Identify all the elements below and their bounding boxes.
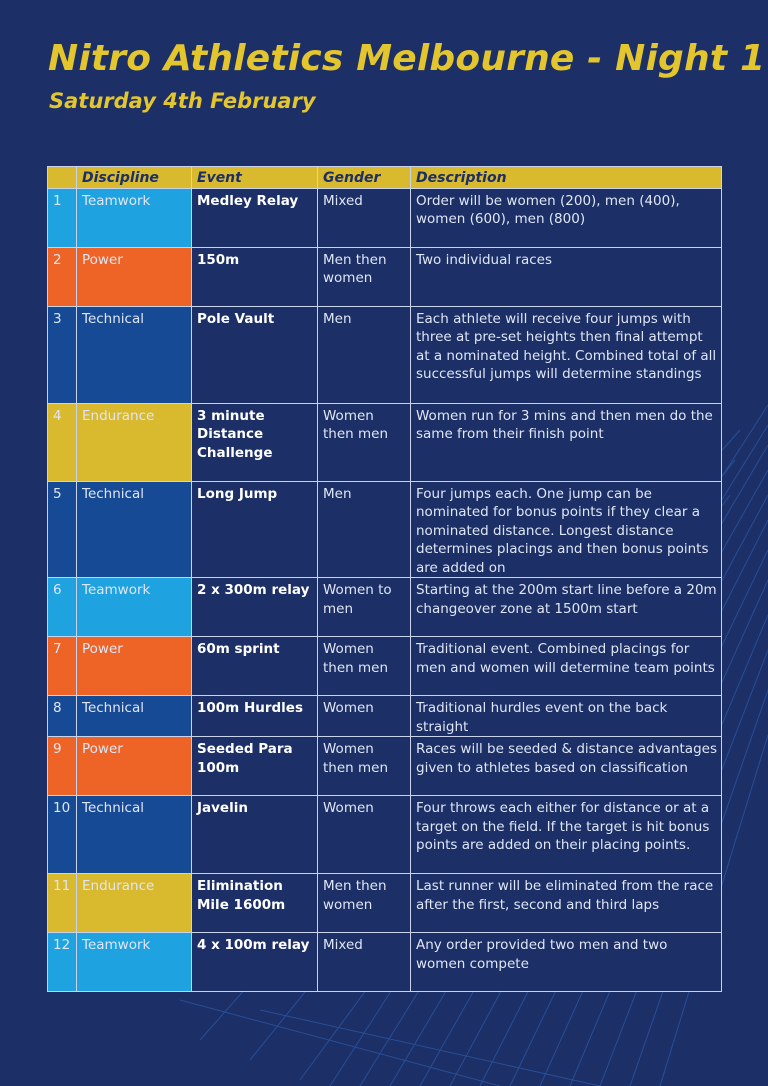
event-gender: Men: [317, 480, 411, 578]
table-row: 6 Teamwork 2 x 300m relay Women to men S…: [47, 577, 722, 637]
event-name: Seeded Para 100m: [191, 736, 318, 796]
table-row: 1 Teamwork Medley Relay Mixed Order will…: [47, 187, 722, 248]
table-row: 12 Teamwork 4 x 100m relay Mixed Any ord…: [47, 932, 722, 992]
event-gender: Women then men: [317, 736, 411, 796]
event-discipline: Teamwork: [76, 187, 192, 248]
table-row: 7 Power 60m sprint Women then men Tradit…: [47, 636, 722, 696]
event-number: 11: [47, 873, 77, 933]
table-row: 8 Technical 100m Hurdles Women Tradition…: [47, 695, 722, 737]
page-subtitle: Saturday 4th February: [49, 89, 316, 113]
event-gender: Women then men: [317, 402, 411, 482]
event-discipline: Teamwork: [76, 932, 192, 992]
event-discipline: Endurance: [76, 402, 192, 482]
column-header-description: Description: [410, 166, 722, 189]
column-header-number: [47, 166, 77, 189]
event-name: 3 minute Distance Challenge: [191, 402, 318, 482]
event-number: 2: [47, 246, 77, 307]
table-header-row: Discipline Event Gender Description: [47, 166, 722, 189]
event-name: 2 x 300m relay: [191, 577, 318, 637]
event-description: Each athlete will receive four jumps wit…: [410, 305, 722, 404]
column-header-event: Event: [191, 166, 318, 189]
event-name: Long Jump: [191, 480, 318, 578]
event-discipline: Technical: [76, 480, 192, 578]
event-discipline: Power: [76, 246, 192, 307]
event-description: Traditional event. Combined placings for…: [410, 636, 722, 696]
event-gender: Men then women: [317, 873, 411, 933]
event-number: 7: [47, 636, 77, 696]
event-gender: Women: [317, 795, 411, 874]
event-discipline: Technical: [76, 305, 192, 404]
event-gender: Men: [317, 305, 411, 404]
event-discipline: Technical: [76, 795, 192, 874]
column-header-discipline: Discipline: [76, 166, 192, 189]
event-gender: Women to men: [317, 577, 411, 637]
event-discipline: Teamwork: [76, 577, 192, 637]
event-description: Two individual races: [410, 246, 722, 307]
table-row: 3 Technical Pole Vault Men Each athlete …: [47, 305, 722, 404]
event-schedule-table: Discipline Event Gender Description 1 Te…: [47, 166, 722, 992]
event-description: Any order provided two men and two women…: [410, 932, 722, 992]
event-description: Order will be women (200), men (400), wo…: [410, 187, 722, 248]
event-number: 12: [47, 932, 77, 992]
event-number: 5: [47, 480, 77, 578]
event-description: Races will be seeded & distance advantag…: [410, 736, 722, 796]
event-discipline: Technical: [76, 695, 192, 737]
event-name: 60m sprint: [191, 636, 318, 696]
table-row: 11 Endurance Elimination Mile 1600m Men …: [47, 873, 722, 933]
table-row: 2 Power 150m Men then women Two individu…: [47, 246, 722, 307]
event-name: 150m: [191, 246, 318, 307]
event-name: 100m Hurdles: [191, 695, 318, 737]
event-description: Women run for 3 mins and then men do the…: [410, 402, 722, 482]
event-description: Four jumps each. One jump can be nominat…: [410, 480, 722, 578]
event-description: Starting at the 200m start line before a…: [410, 577, 722, 637]
event-gender: Women: [317, 695, 411, 737]
event-number: 1: [47, 187, 77, 248]
event-name: Javelin: [191, 795, 318, 874]
event-number: 10: [47, 795, 77, 874]
table-row: 5 Technical Long Jump Men Four jumps eac…: [47, 480, 722, 578]
event-number: 4: [47, 402, 77, 482]
event-discipline: Power: [76, 636, 192, 696]
page-title: Nitro Athletics Melbourne - Night 1: [48, 38, 766, 79]
event-name: Medley Relay: [191, 187, 318, 248]
event-gender: Mixed: [317, 187, 411, 248]
event-name: Pole Vault: [191, 305, 318, 404]
event-discipline: Endurance: [76, 873, 192, 933]
event-description: Last runner will be eliminated from the …: [410, 873, 722, 933]
table-row: 10 Technical Javelin Women Four throws e…: [47, 795, 722, 874]
table-row: 4 Endurance 3 minute Distance Challenge …: [47, 402, 722, 482]
event-description: Four throws each either for distance or …: [410, 795, 722, 874]
event-gender: Men then women: [317, 246, 411, 307]
event-gender: Women then men: [317, 636, 411, 696]
event-number: 6: [47, 577, 77, 637]
event-gender: Mixed: [317, 932, 411, 992]
column-header-gender: Gender: [317, 166, 411, 189]
event-number: 3: [47, 305, 77, 404]
event-name: 4 x 100m relay: [191, 932, 318, 992]
event-name: Elimination Mile 1600m: [191, 873, 318, 933]
event-number: 9: [47, 736, 77, 796]
event-description: Traditional hurdles event on the back st…: [410, 695, 722, 737]
event-discipline: Power: [76, 736, 192, 796]
event-number: 8: [47, 695, 77, 737]
table-row: 9 Power Seeded Para 100m Women then men …: [47, 736, 722, 796]
